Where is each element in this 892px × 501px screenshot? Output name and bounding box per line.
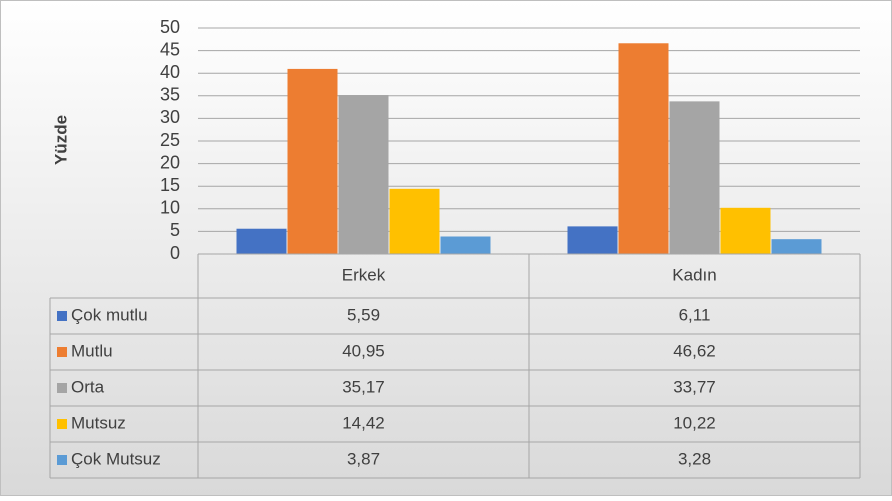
bar bbox=[669, 101, 720, 255]
y-tick-label: 15 bbox=[160, 175, 180, 195]
legend-key bbox=[57, 419, 67, 429]
y-tick-label: 5 bbox=[170, 220, 180, 240]
table-value: 6,11 bbox=[679, 305, 711, 324]
table-value: 40,95 bbox=[342, 341, 385, 360]
y-tick-label: 25 bbox=[160, 130, 180, 150]
bar bbox=[720, 207, 771, 254]
bar bbox=[338, 95, 389, 254]
table-value: 5,59 bbox=[347, 305, 380, 324]
bar bbox=[618, 43, 669, 254]
table-value: 46,62 bbox=[673, 341, 716, 360]
table-value: 3,28 bbox=[678, 449, 711, 468]
x-tick-label: Erkek bbox=[342, 265, 386, 284]
legend-key bbox=[57, 383, 67, 393]
bar bbox=[771, 239, 822, 254]
legend-label: Çok Mutsuz bbox=[71, 449, 161, 468]
legend-label: Orta bbox=[71, 377, 105, 396]
legend-key bbox=[57, 347, 67, 357]
legend-key bbox=[57, 311, 67, 321]
table-value: 3,87 bbox=[347, 449, 380, 468]
bar bbox=[287, 68, 338, 254]
legend-label: Mutsuz bbox=[71, 413, 126, 432]
y-tick-label: 35 bbox=[160, 85, 180, 105]
x-tick-label: Kadın bbox=[672, 265, 716, 284]
bar bbox=[389, 188, 440, 254]
table-value: 14,42 bbox=[342, 413, 385, 432]
y-tick-label: 10 bbox=[160, 198, 180, 218]
table-value: 35,17 bbox=[342, 377, 385, 396]
bar bbox=[567, 226, 618, 254]
legend-label: Çok mutlu bbox=[71, 305, 148, 324]
bar bbox=[236, 228, 287, 254]
legend-key bbox=[57, 455, 67, 465]
y-tick-label: 20 bbox=[160, 152, 180, 172]
y-tick-label: 40 bbox=[160, 62, 180, 82]
y-axis-title: Yüzde bbox=[51, 115, 70, 165]
legend-label: Mutlu bbox=[71, 341, 113, 360]
y-tick-label: 0 bbox=[170, 243, 180, 263]
table-value: 10,22 bbox=[673, 413, 716, 432]
y-tick-label: 50 bbox=[160, 17, 180, 37]
y-tick-label: 30 bbox=[160, 107, 180, 127]
bar bbox=[440, 236, 491, 254]
y-tick-label: 45 bbox=[160, 39, 180, 59]
table-value: 33,77 bbox=[673, 377, 716, 396]
